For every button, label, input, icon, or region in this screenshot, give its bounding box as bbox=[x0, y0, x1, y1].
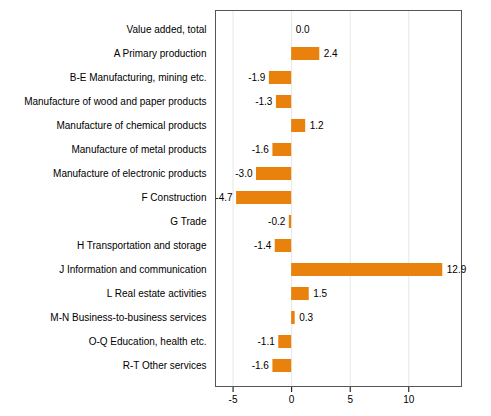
svg-text:-1.6: -1.6 bbox=[252, 144, 270, 155]
svg-text:12.9: 12.9 bbox=[447, 264, 467, 275]
svg-text:0.0: 0.0 bbox=[296, 24, 310, 35]
svg-text:Manufacture of metal products: Manufacture of metal products bbox=[71, 144, 206, 155]
svg-text:Value added, total: Value added, total bbox=[127, 24, 207, 35]
svg-text:5: 5 bbox=[347, 394, 353, 405]
svg-text:0.3: 0.3 bbox=[299, 312, 313, 323]
svg-text:0: 0 bbox=[289, 394, 295, 405]
svg-text:2.4: 2.4 bbox=[324, 48, 338, 59]
svg-text:F Construction: F Construction bbox=[141, 192, 206, 203]
svg-text:L Real estate activities: L Real estate activities bbox=[107, 288, 207, 299]
svg-text:10: 10 bbox=[403, 394, 415, 405]
svg-text:1.5: 1.5 bbox=[313, 288, 327, 299]
svg-text:-5: -5 bbox=[229, 394, 238, 405]
svg-text:G Trade: G Trade bbox=[170, 216, 207, 227]
svg-text:Manufacture of electronic prod: Manufacture of electronic products bbox=[53, 168, 206, 179]
svg-text:O-Q Education, health etc.: O-Q Education, health etc. bbox=[89, 336, 207, 347]
svg-text:A Primary production: A Primary production bbox=[114, 48, 207, 59]
svg-text:-1.3: -1.3 bbox=[255, 96, 273, 107]
svg-text:H Transportation and storage: H Transportation and storage bbox=[77, 240, 207, 251]
svg-text:Manufacture of wood and paper: Manufacture of wood and paper products bbox=[24, 96, 206, 107]
svg-text:-4.7: -4.7 bbox=[215, 192, 233, 203]
svg-text:B-E Manufacturing, mining etc.: B-E Manufacturing, mining etc. bbox=[70, 72, 207, 83]
svg-text:Manufacture of chemical produc: Manufacture of chemical products bbox=[56, 120, 206, 131]
svg-text:1.2: 1.2 bbox=[310, 120, 324, 131]
svg-text:M-N Business-to-business servi: M-N Business-to-business services bbox=[50, 312, 206, 323]
svg-text:-1.6: -1.6 bbox=[252, 360, 270, 371]
svg-text:-1.4: -1.4 bbox=[254, 240, 272, 251]
svg-text:R-T Other services: R-T Other services bbox=[123, 360, 207, 371]
svg-text:-1.9: -1.9 bbox=[248, 72, 266, 83]
svg-text:J Information and communicatio: J Information and communication bbox=[59, 264, 206, 275]
svg-text:-3.0: -3.0 bbox=[235, 168, 253, 179]
svg-text:-1.1: -1.1 bbox=[258, 336, 276, 347]
svg-text:-0.2: -0.2 bbox=[268, 216, 286, 227]
